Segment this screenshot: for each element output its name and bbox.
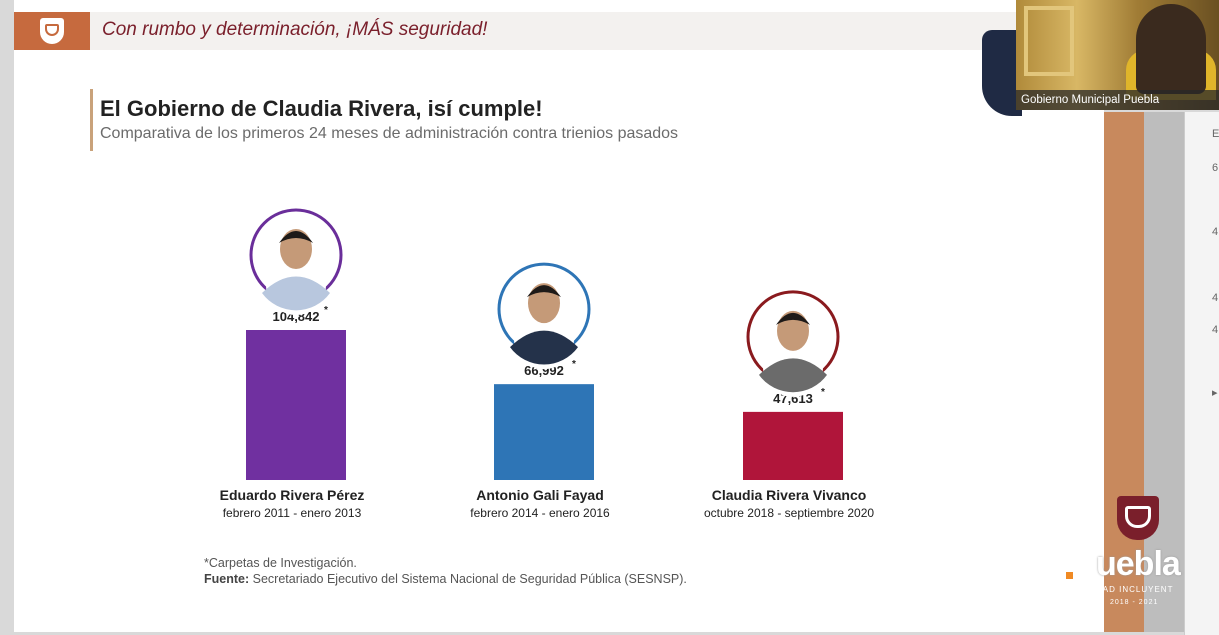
side-glyph: 4 <box>1212 324 1219 336</box>
period-label: febrero 2014 - enero 2016 <box>470 506 610 520</box>
avatar-body <box>759 358 827 393</box>
side-glyph: 4 <box>1212 292 1219 304</box>
period-label: octubre 2018 - septiembre 2020 <box>704 506 874 520</box>
category-label: Eduardo Rivera Pérez <box>220 487 365 503</box>
header-slogan: Con rumbo y determinación, ¡MÁS segurida… <box>102 19 488 40</box>
brand-word: uebla <box>1096 545 1181 583</box>
avatar-hair <box>776 312 810 325</box>
title-accent <box>90 89 93 151</box>
avatar-body <box>510 330 578 365</box>
side-glyph: E <box>1212 128 1219 140</box>
slide-title: El Gobierno de Claudia Rivera, isí cumpl… <box>100 96 543 121</box>
bar-chart: 104,842 * Eduardo Rivera Pérez febrero 2011… <box>220 208 874 520</box>
side-glyph: 4 <box>1212 226 1219 238</box>
brand-dot <box>1066 572 1073 579</box>
avatar-hair <box>279 231 313 243</box>
data-label: 104,842 <box>273 309 320 324</box>
bar <box>246 330 346 480</box>
footnote-source: Fuente: Secretariado Ejecutivo del Siste… <box>204 572 687 586</box>
shield-icon <box>40 18 64 44</box>
brand-tagline: DAD INCLUYENT <box>1096 585 1174 594</box>
security-badge <box>982 30 1022 116</box>
footnote-source-label: Fuente: <box>204 572 250 586</box>
background-strip <box>1104 112 1144 632</box>
data-label-asterisk: * <box>324 305 328 316</box>
side-glyph: 6 <box>1212 162 1219 174</box>
video-feed[interactable]: Gobierno Municipal Puebla <box>1016 0 1219 110</box>
data-label-asterisk: * <box>821 387 825 398</box>
category-label: Antonio Gali Fayad <box>476 487 604 503</box>
period-label: febrero 2011 - enero 2013 <box>223 506 362 520</box>
brand-years: 2018 - 2021 <box>1110 599 1159 606</box>
puebla-logo <box>1117 496 1159 540</box>
header-band <box>14 12 1104 50</box>
video-person-head <box>1136 4 1206 94</box>
side-glyph: ▸ <box>1212 387 1218 399</box>
footnote-note: *Carpetas de Investigación. <box>204 556 357 570</box>
side-panel <box>1184 112 1219 635</box>
slide-subtitle: Comparativa de los primeros 24 meses de … <box>100 125 679 142</box>
data-label-asterisk: * <box>572 359 576 370</box>
video-caption: Gobierno Municipal Puebla <box>1016 90 1219 110</box>
avatar-body <box>262 276 330 311</box>
bar <box>494 384 594 480</box>
avatar-hair <box>527 285 561 298</box>
background-strip-gray <box>1144 112 1184 632</box>
video-picture-frame <box>1024 6 1074 76</box>
bar <box>743 411 843 480</box>
header-logo <box>14 12 90 50</box>
footnote-source-text: Secretariado Ejecutivo del Sistema Nacio… <box>252 572 687 586</box>
presentation-slide: Con rumbo y determinación, ¡MÁS segurida… <box>14 0 1104 632</box>
category-label: Claudia Rivera Vivanco <box>712 487 867 503</box>
